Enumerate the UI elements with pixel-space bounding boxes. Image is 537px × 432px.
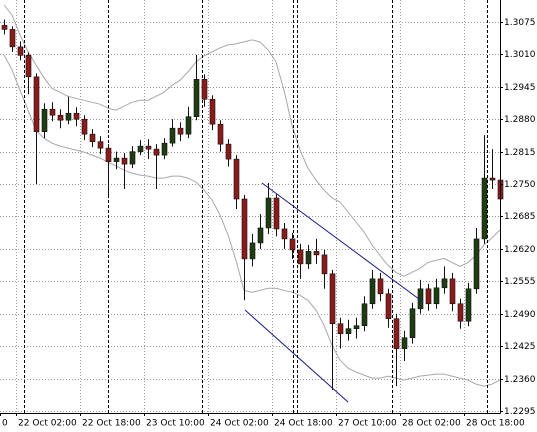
- y-tick-label: 1.2425: [504, 342, 536, 352]
- candle-body: [297, 249, 304, 265]
- candle-body: [193, 79, 200, 118]
- candle-body: [121, 157, 128, 165]
- candle-body: [265, 197, 272, 229]
- candle-body: [345, 328, 352, 334]
- candle-body: [393, 318, 400, 349]
- candle-body: [369, 278, 376, 305]
- candle-body: [449, 278, 456, 305]
- candle-body: [129, 151, 136, 165]
- candle-body: [185, 116, 192, 135]
- x-tick-label: 22 Oct 18:00: [82, 419, 141, 429]
- y-tick-label: 1.2490: [504, 310, 536, 320]
- y-tick-label: 1.2620: [504, 245, 536, 255]
- candle-body: [137, 145, 144, 152]
- candle-body: [217, 123, 224, 145]
- candle-body: [89, 133, 96, 142]
- x-tick-label: 28 Oct 18:00: [466, 419, 525, 429]
- candle-body: [97, 141, 104, 149]
- y-tick-label: 1.2880: [504, 115, 536, 125]
- bollinger-band: [3, 54, 501, 387]
- channel-line: [261, 182, 424, 303]
- candle-body: [409, 308, 416, 338]
- x-tick-label: 0: [2, 419, 8, 429]
- candle-body: [433, 287, 440, 305]
- candle-body: [241, 198, 248, 260]
- candle-body: [457, 303, 464, 322]
- candle-body: [57, 114, 64, 121]
- candle-body: [289, 238, 296, 251]
- candle-body: [401, 337, 408, 349]
- candle-body: [337, 323, 344, 334]
- candle-body: [425, 288, 432, 305]
- bollinger-band: [3, 4, 501, 277]
- candle-body: [41, 108, 48, 132]
- candle-body: [177, 127, 184, 135]
- candle-body: [377, 278, 384, 295]
- channel-line: [244, 309, 349, 403]
- candle-body: [33, 76, 40, 132]
- candle-body: [9, 29, 16, 48]
- bands: [3, 4, 501, 387]
- candle-body: [169, 127, 176, 144]
- x-tick-label: 28 Oct 02:00: [402, 419, 461, 429]
- candle-body: [225, 143, 232, 160]
- candle-body: [161, 142, 168, 156]
- x-tick-label: 24 Oct 18:00: [274, 419, 333, 429]
- candle-body: [473, 238, 480, 290]
- candle-body: [105, 147, 112, 162]
- candle-body: [49, 108, 56, 116]
- candle-body: [17, 46, 24, 56]
- candle-body: [465, 288, 472, 322]
- candle-body: [361, 303, 368, 327]
- candle-body: [305, 251, 312, 265]
- candle-body: [321, 254, 328, 275]
- y-tick-label: 1.2685: [504, 212, 536, 222]
- candle-body: [145, 145, 152, 150]
- candle-body: [257, 227, 264, 244]
- candle-body: [353, 325, 360, 330]
- candle-body: [329, 273, 336, 325]
- candle-body: [281, 228, 288, 240]
- candle-body: [201, 79, 208, 100]
- y-tick-label: 1.2295: [504, 407, 536, 417]
- x-tick-label: 22 Oct 02:00: [18, 419, 77, 429]
- candle-body: [65, 112, 72, 121]
- x-tick-label: 23 Oct 10:00: [146, 419, 205, 429]
- candle-body: [481, 177, 488, 240]
- candle-body: [209, 98, 216, 125]
- x-tick-label: 27 Oct 10:00: [338, 419, 397, 429]
- candle-body: [249, 242, 256, 260]
- candle-body: [385, 293, 392, 320]
- y-tick-label: 1.2360: [504, 375, 536, 385]
- candle-body: [1, 25, 8, 30]
- candle-body: [73, 112, 80, 120]
- y-tick-label: 1.3075: [504, 18, 536, 28]
- y-tick-label: 1.3010: [504, 50, 536, 60]
- candle-body: [441, 278, 448, 289]
- candle-body: [313, 251, 320, 256]
- channel: [244, 182, 424, 403]
- y-tick-label: 1.2945: [504, 83, 536, 93]
- y-tick-label: 1.2555: [504, 277, 536, 287]
- x-tick-label: 24 Oct 02:00: [210, 419, 269, 429]
- y-tick-label: 1.2815: [504, 148, 536, 158]
- candle-body: [233, 158, 240, 200]
- candle-body: [153, 148, 160, 156]
- candle-body: [81, 118, 88, 135]
- candle-body: [25, 55, 32, 78]
- candle-body: [113, 157, 120, 162]
- candle-body: [489, 177, 496, 181]
- candle-body: [273, 197, 280, 230]
- y-tick-label: 1.2750: [504, 180, 536, 190]
